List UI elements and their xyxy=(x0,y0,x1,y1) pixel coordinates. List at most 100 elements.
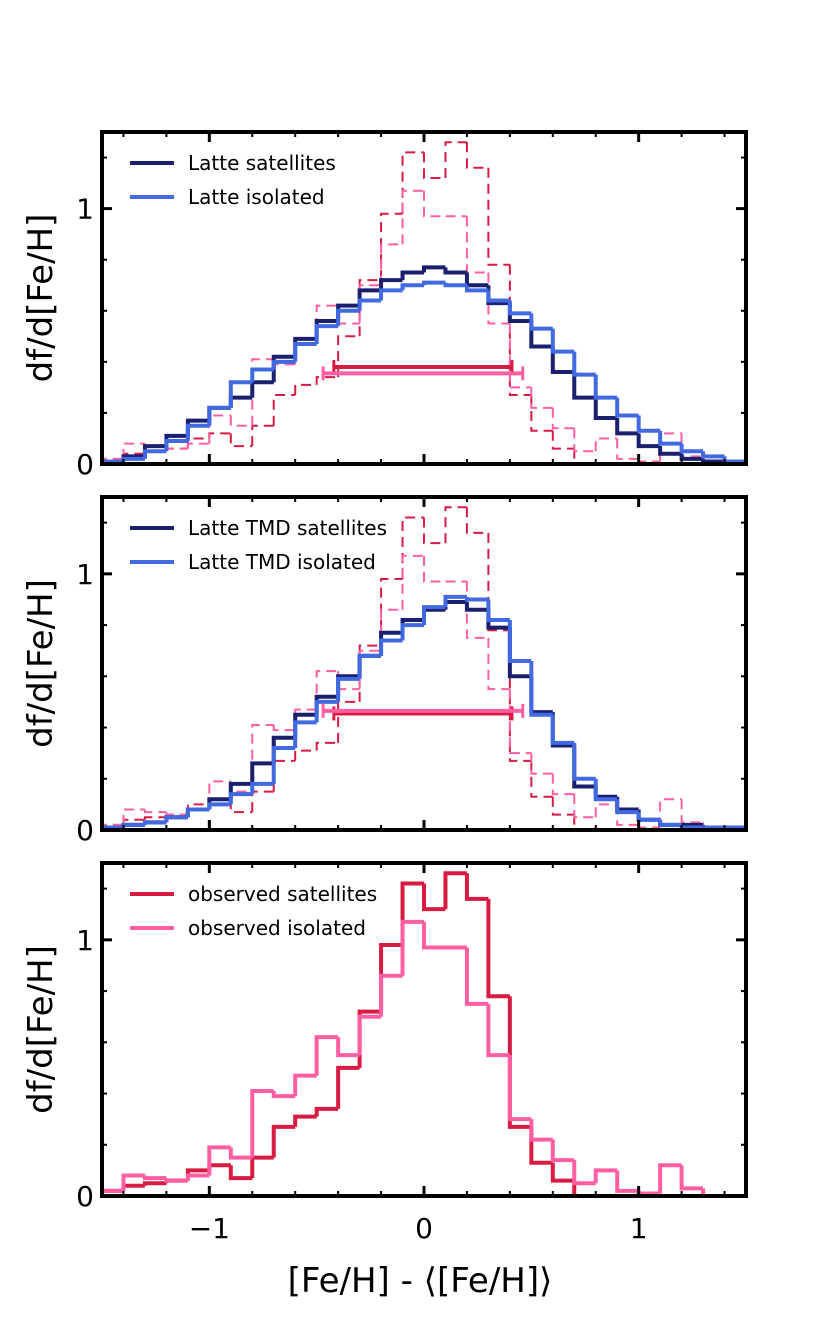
legend-label-observed-isolated: observed isolated xyxy=(188,916,366,940)
series-observed-isolated xyxy=(102,919,746,1196)
panel-top-series xyxy=(102,141,746,464)
bin-step xyxy=(423,555,446,583)
series-latte-tmd-isolated xyxy=(102,594,746,830)
bin-step xyxy=(294,708,317,731)
bin-step xyxy=(593,374,618,400)
bin-step xyxy=(443,282,467,288)
bin-step xyxy=(615,418,639,436)
panel-top-frame xyxy=(100,130,748,466)
xtick-label-0: 0 xyxy=(415,1212,433,1245)
bin-step xyxy=(380,577,403,646)
bin-step xyxy=(337,335,360,378)
panel-top-legend: Latte satellites Latte isolated xyxy=(130,151,336,209)
bin-step xyxy=(229,433,253,448)
bin-step xyxy=(487,637,510,691)
bin-step xyxy=(102,823,124,830)
bin-step xyxy=(701,458,725,464)
bin-step xyxy=(550,714,575,745)
bin-step xyxy=(464,285,489,293)
xtick-label-1: 1 xyxy=(630,1212,648,1245)
panel-middle-series xyxy=(102,506,746,830)
bin-step xyxy=(550,1162,575,1183)
bin-step xyxy=(207,1163,231,1171)
series-latte-tmd-satellites xyxy=(102,600,746,830)
legend-label-latte-isolated: Latte isolated xyxy=(188,185,325,209)
bin-step xyxy=(400,623,424,641)
bin-step xyxy=(401,554,424,610)
bin-step xyxy=(550,346,575,375)
bin-step xyxy=(186,442,210,449)
bin-step xyxy=(422,607,446,620)
bin-step xyxy=(530,760,553,798)
bin-step xyxy=(358,649,382,690)
bin-step xyxy=(357,653,382,679)
bin-step xyxy=(336,303,360,321)
bin-step xyxy=(507,300,532,316)
bin-step xyxy=(615,796,639,812)
bin-step xyxy=(529,1119,553,1142)
bin-step xyxy=(702,822,725,830)
bin-step xyxy=(272,724,296,732)
bin-step xyxy=(680,799,704,824)
bin-step xyxy=(637,824,661,829)
bin-step xyxy=(272,759,296,792)
bin-step xyxy=(636,1190,661,1196)
panel-middle-ytick-label-0: 0 xyxy=(76,814,94,847)
bin-step xyxy=(400,881,424,945)
series-observed-isolated xyxy=(102,189,746,464)
bin-step xyxy=(185,418,210,436)
bin-step xyxy=(422,605,446,626)
bin-step xyxy=(443,594,467,608)
bin-step xyxy=(293,341,317,362)
bin-step xyxy=(400,919,424,976)
bin-step xyxy=(102,825,124,830)
bin-step xyxy=(443,871,467,910)
bin-step xyxy=(551,407,575,430)
bin-step xyxy=(142,1175,167,1181)
bin-step xyxy=(616,804,639,826)
panel-bottom-series xyxy=(102,871,746,1196)
bin-step xyxy=(207,1145,231,1176)
bin-step xyxy=(550,328,575,354)
bin-step xyxy=(507,996,532,1129)
bin-step xyxy=(530,387,553,409)
bin-step xyxy=(208,414,231,444)
bin-step xyxy=(508,689,532,755)
panel-middle-legend: Latte TMD satellites Latte TMD isolated xyxy=(130,516,387,574)
bin-step xyxy=(486,898,510,999)
bin-step xyxy=(122,808,145,825)
bin-step xyxy=(465,216,489,274)
bin-step xyxy=(185,1173,210,1181)
bin-step xyxy=(615,1170,639,1193)
bin-step xyxy=(228,380,253,408)
panel-top-ticks xyxy=(102,132,746,466)
legend-label-observed-satellites: observed satellites xyxy=(188,882,377,906)
bin-step xyxy=(294,749,317,761)
bin-step xyxy=(423,517,446,545)
panel-top: Latte satellites Latte isolated 0 1 df/d… xyxy=(21,130,748,481)
bin-step xyxy=(701,451,725,459)
bin-step xyxy=(593,778,618,802)
range-bar xyxy=(321,703,525,718)
bin-step xyxy=(379,638,403,656)
bin-step xyxy=(422,883,446,912)
bin-step xyxy=(422,921,446,950)
bin-step xyxy=(207,802,231,810)
bin-step xyxy=(314,699,339,723)
bin-step xyxy=(314,318,339,339)
bin-step xyxy=(272,394,296,426)
bin-step xyxy=(444,141,467,178)
bin-step xyxy=(464,602,489,612)
bin-step xyxy=(423,152,446,179)
bin-step xyxy=(142,449,167,459)
panel-middle-frame xyxy=(100,495,748,832)
bin-step xyxy=(658,430,682,446)
bin-step xyxy=(487,532,510,632)
bin-step xyxy=(486,1003,510,1058)
bin-step xyxy=(121,1183,145,1191)
bin-step xyxy=(271,354,296,383)
bin-step xyxy=(357,653,382,677)
bin-step xyxy=(679,443,704,454)
bin-step xyxy=(573,448,596,464)
